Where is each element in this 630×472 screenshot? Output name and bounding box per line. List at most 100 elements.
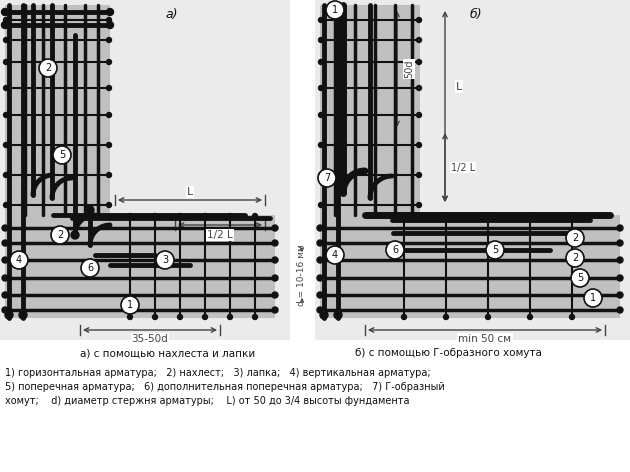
Circle shape	[2, 307, 8, 313]
Circle shape	[4, 37, 8, 42]
Circle shape	[81, 259, 99, 277]
Text: L: L	[187, 187, 193, 197]
Text: 1: 1	[332, 5, 338, 15]
Text: 5: 5	[577, 273, 583, 283]
Circle shape	[202, 213, 207, 219]
Circle shape	[617, 307, 623, 313]
Circle shape	[416, 202, 421, 208]
Circle shape	[334, 311, 342, 319]
Circle shape	[317, 307, 323, 313]
Circle shape	[401, 213, 406, 219]
Circle shape	[152, 213, 158, 219]
Circle shape	[2, 240, 8, 246]
Circle shape	[416, 59, 421, 65]
Circle shape	[253, 314, 258, 320]
Text: 1) горизонтальная арматура;   2) нахлест;   3) лапка;   4) вертикальная арматура: 1) горизонтальная арматура; 2) нахлест; …	[5, 368, 431, 378]
Bar	[320, 215, 620, 318]
Circle shape	[570, 314, 575, 320]
Text: 1/2 L: 1/2 L	[451, 162, 475, 172]
Circle shape	[272, 307, 278, 313]
Circle shape	[4, 172, 8, 177]
Circle shape	[486, 314, 491, 320]
Circle shape	[319, 202, 323, 208]
Circle shape	[4, 202, 8, 208]
Circle shape	[2, 257, 8, 263]
Circle shape	[317, 292, 323, 298]
Circle shape	[127, 213, 132, 219]
Circle shape	[2, 292, 8, 298]
Circle shape	[326, 1, 344, 19]
Text: 1: 1	[127, 300, 133, 310]
Text: б) с помощью Г-образного хомута: б) с помощью Г-образного хомута	[355, 348, 542, 358]
Circle shape	[401, 314, 406, 320]
Circle shape	[319, 37, 323, 42]
Bar	[5, 5, 110, 215]
Circle shape	[617, 257, 623, 263]
Circle shape	[571, 269, 589, 287]
Circle shape	[318, 169, 336, 187]
Circle shape	[19, 311, 27, 319]
Circle shape	[320, 311, 328, 319]
Circle shape	[227, 213, 232, 219]
Circle shape	[71, 231, 79, 239]
Circle shape	[326, 246, 344, 264]
Text: б): б)	[470, 8, 483, 21]
Circle shape	[106, 202, 112, 208]
Circle shape	[319, 85, 323, 91]
Circle shape	[106, 59, 112, 65]
Circle shape	[106, 85, 112, 91]
Circle shape	[51, 226, 69, 244]
Circle shape	[272, 292, 278, 298]
Text: 5: 5	[492, 245, 498, 255]
Circle shape	[227, 314, 232, 320]
Circle shape	[1, 22, 8, 28]
Circle shape	[416, 85, 421, 91]
Circle shape	[106, 17, 112, 23]
Circle shape	[106, 143, 112, 147]
Bar	[5, 215, 275, 318]
Text: 3: 3	[162, 255, 168, 265]
Circle shape	[617, 225, 623, 231]
Circle shape	[4, 17, 8, 23]
Text: 6: 6	[87, 263, 93, 273]
Circle shape	[272, 225, 278, 231]
Circle shape	[2, 225, 8, 231]
Circle shape	[317, 225, 323, 231]
Text: 35-50d: 35-50d	[132, 334, 168, 344]
Text: 2: 2	[572, 233, 578, 243]
Circle shape	[253, 213, 258, 219]
Text: 50d: 50d	[404, 60, 414, 78]
Text: 2: 2	[572, 253, 578, 263]
Text: 2: 2	[45, 63, 51, 73]
Circle shape	[317, 240, 323, 246]
Circle shape	[444, 213, 449, 219]
Text: а) с помощью нахлеста и лапки: а) с помощью нахлеста и лапки	[80, 348, 255, 358]
Circle shape	[121, 296, 139, 314]
Text: а): а)	[165, 8, 178, 21]
Circle shape	[156, 251, 174, 269]
Circle shape	[416, 143, 421, 147]
Circle shape	[319, 112, 323, 118]
Circle shape	[4, 59, 8, 65]
Circle shape	[106, 8, 113, 16]
Circle shape	[319, 59, 323, 65]
Circle shape	[416, 112, 421, 118]
Text: 5: 5	[59, 150, 65, 160]
Circle shape	[319, 143, 323, 147]
Circle shape	[566, 249, 584, 267]
Text: хомут;    d) диаметр стержня арматуры;    L) от 50 до 3/4 высоты фундамента: хомут; d) диаметр стержня арматуры; L) о…	[5, 396, 410, 406]
Circle shape	[617, 292, 623, 298]
Circle shape	[106, 172, 112, 177]
Text: d = 10-16 мм: d = 10-16 мм	[297, 244, 307, 306]
Circle shape	[106, 22, 113, 28]
Circle shape	[4, 85, 8, 91]
Circle shape	[272, 240, 278, 246]
Circle shape	[10, 251, 28, 269]
Circle shape	[416, 172, 421, 177]
Circle shape	[178, 314, 183, 320]
Circle shape	[272, 257, 278, 263]
Circle shape	[4, 112, 8, 118]
Circle shape	[1, 8, 8, 16]
Circle shape	[617, 240, 623, 246]
Circle shape	[584, 289, 602, 307]
